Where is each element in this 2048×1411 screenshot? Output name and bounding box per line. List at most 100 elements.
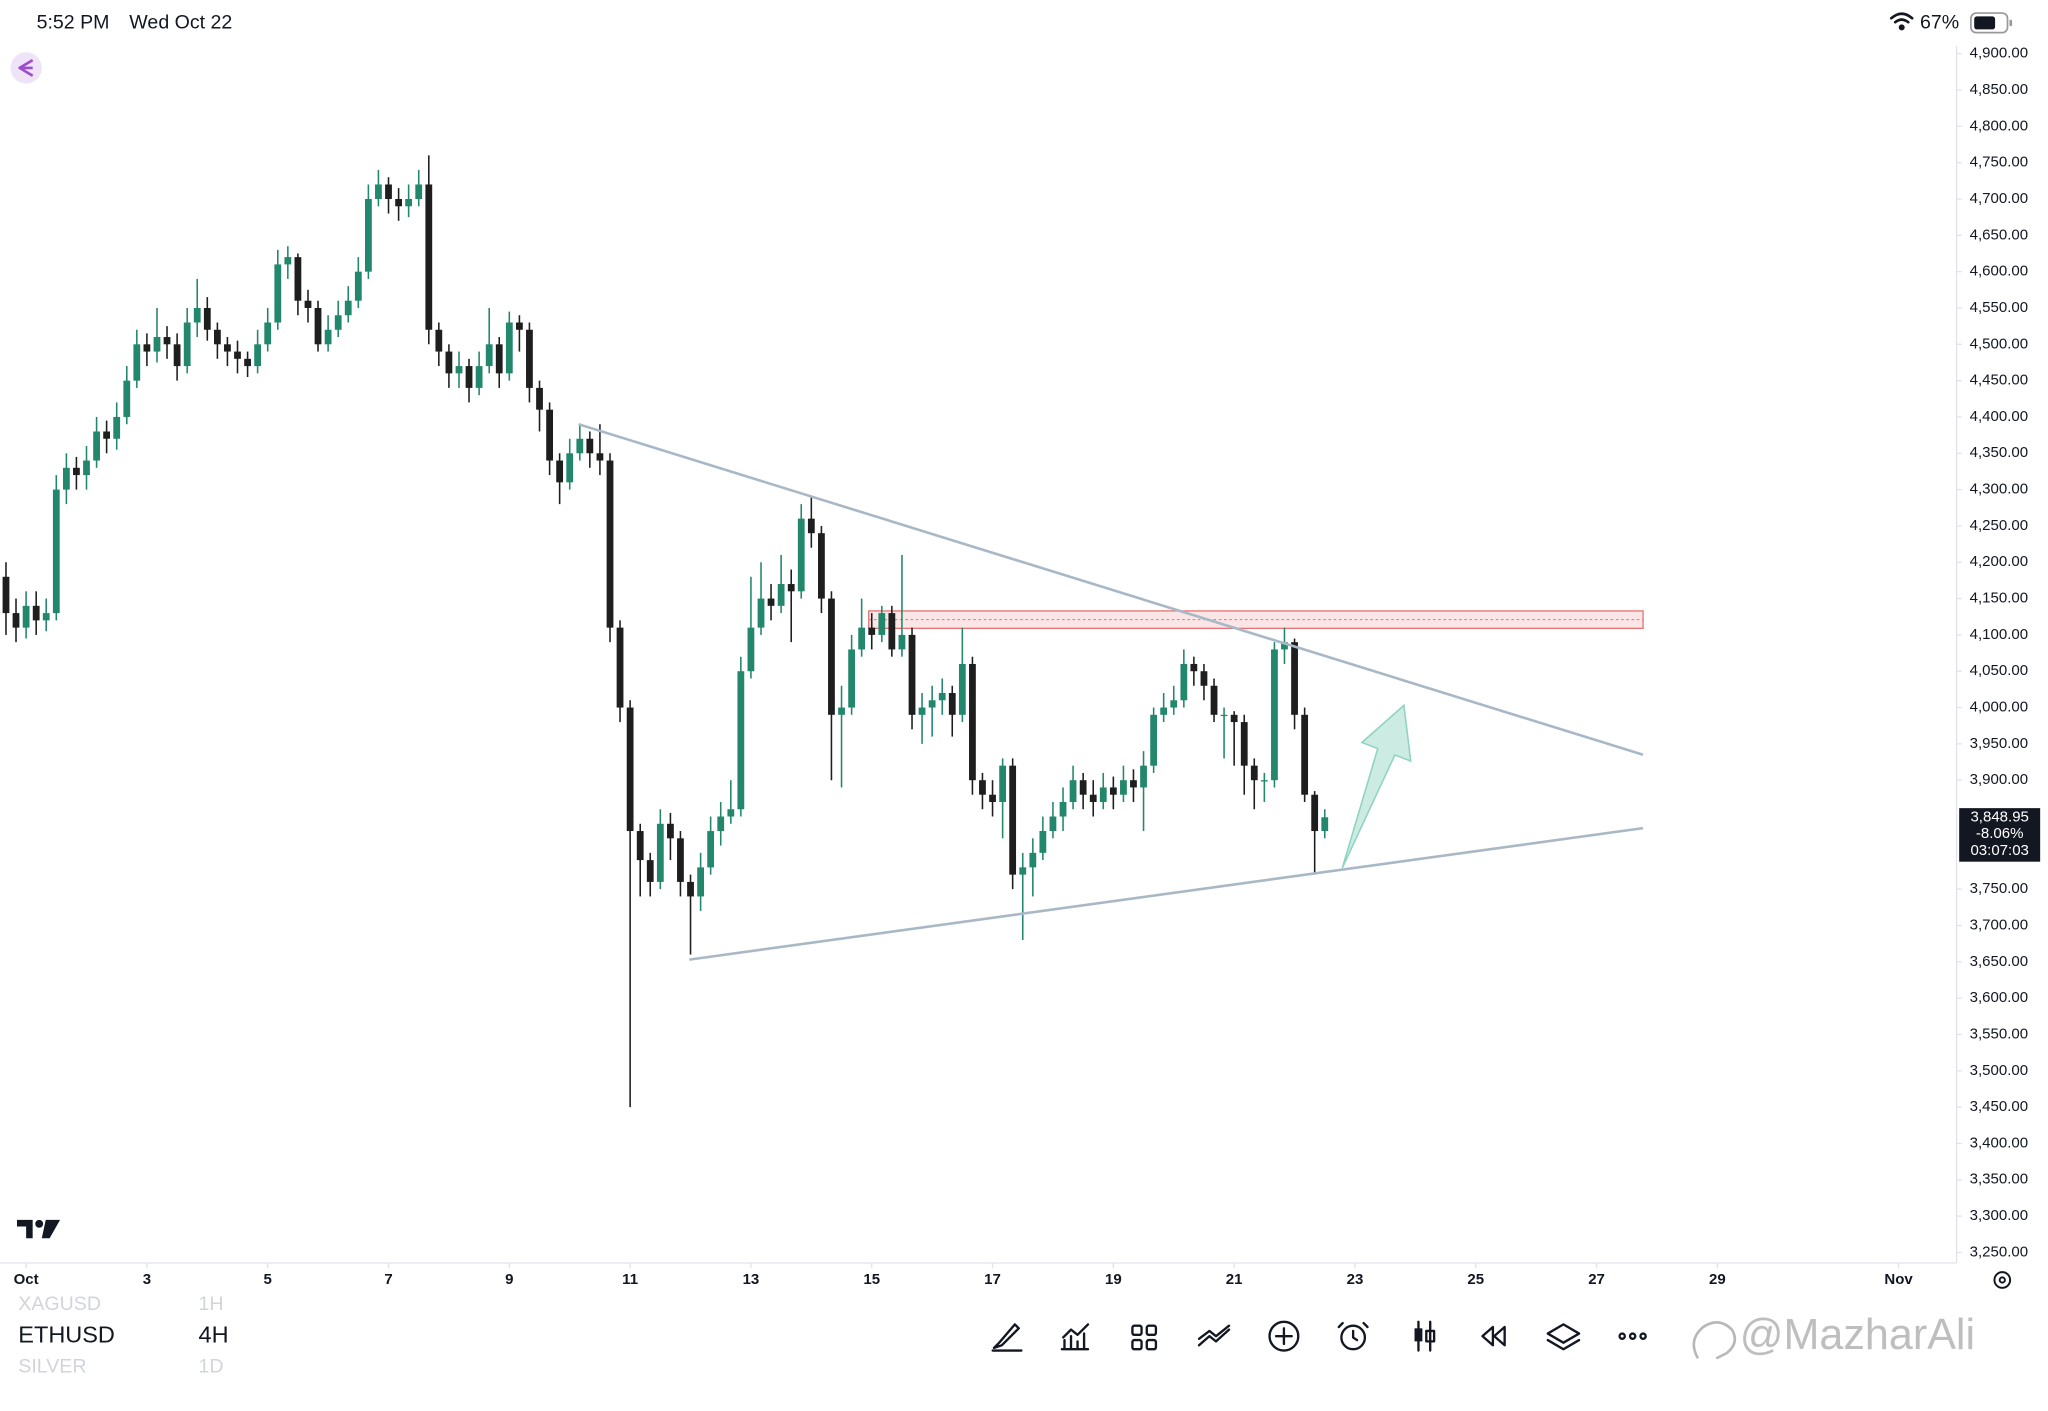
candle-body: [1180, 663, 1188, 701]
y-tick-label: 4,750.00: [1970, 154, 2028, 171]
candle-body: [697, 867, 705, 897]
x-tick-label: 9: [505, 1271, 513, 1288]
layouts-tool[interactable]: [1131, 1324, 1158, 1351]
candle-body: [324, 329, 332, 345]
status-time: 5:52 PM: [37, 12, 110, 34]
y-tick-label: 3,500.00: [1970, 1062, 2028, 1079]
compare-tool[interactable]: [1197, 1324, 1231, 1347]
candle-body: [1059, 801, 1067, 817]
candle-body: [757, 598, 765, 628]
candle-body: [495, 344, 503, 374]
y-tick-label: 4,300.00: [1970, 481, 2028, 498]
indicators-tool[interactable]: [1060, 1323, 1090, 1351]
candle-body: [1039, 831, 1047, 853]
candle-body: [465, 366, 473, 388]
x-tick-label: 21: [1226, 1271, 1243, 1288]
watchlist: XAGUSD 1H ETHUSD 4H SILVER 1D: [18, 1293, 228, 1378]
y-tick-label: 3,550.00: [1970, 1025, 2028, 1042]
y-tick-label: 4,600.00: [1970, 263, 2028, 280]
candle-body: [375, 184, 382, 200]
plot-area: [2, 155, 1644, 1108]
candle-body: [354, 271, 362, 301]
y-tick-label: 4,100.00: [1970, 626, 2028, 643]
watchlist-interval[interactable]: 1H: [199, 1293, 224, 1315]
candle-body: [1250, 765, 1258, 781]
candle-body: [435, 329, 443, 352]
candle-body: [12, 613, 20, 628]
watchlist-symbol[interactable]: XAGUSD: [18, 1293, 101, 1315]
replay-tool[interactable]: [1481, 1325, 1506, 1347]
candle-body: [938, 693, 946, 701]
x-tick-label: 13: [743, 1271, 760, 1288]
y-tick-label: 3,900.00: [1970, 771, 2028, 788]
candle-body: [687, 881, 694, 897]
draw-tool[interactable]: [991, 1323, 1023, 1352]
candle-body: [1019, 867, 1027, 875]
y-tick-label: 4,450.00: [1970, 372, 2028, 389]
candle-body: [526, 329, 533, 388]
y-tick-label: 4,500.00: [1970, 335, 2028, 352]
candle-body: [143, 344, 151, 352]
candle-body: [969, 663, 976, 781]
candle-body: [1150, 714, 1158, 766]
y-tick-label: 4,350.00: [1970, 444, 2028, 461]
candle-body: [918, 707, 926, 715]
candle-body: [234, 351, 241, 359]
candle-body: [183, 322, 191, 367]
candle-body: [566, 453, 574, 483]
x-tick-label: 25: [1467, 1271, 1484, 1288]
candle-body: [365, 199, 372, 272]
candle-body: [1190, 663, 1198, 672]
x-tick-label: 5: [264, 1271, 272, 1288]
settings-button[interactable]: [1993, 1271, 2012, 1289]
candle-body: [848, 649, 856, 708]
watchlist-interval[interactable]: 1D: [199, 1356, 224, 1378]
candle-body: [948, 693, 956, 715]
candle-body: [1049, 816, 1057, 832]
share-button[interactable]: [10, 52, 42, 84]
candle-body: [606, 460, 614, 628]
candle-body: [636, 831, 644, 861]
more-tool[interactable]: [1618, 1332, 1647, 1340]
candle-body: [1240, 722, 1248, 766]
candle-body: [616, 627, 624, 708]
watchlist-interval[interactable]: 4H: [199, 1321, 229, 1347]
candle-body: [83, 460, 90, 476]
add-tool[interactable]: [1268, 1320, 1300, 1352]
y-tick-label: 4,150.00: [1970, 590, 2028, 607]
candle-body: [254, 344, 262, 367]
candle-body: [807, 518, 815, 534]
wifi-icon: [1889, 12, 1914, 31]
candle-body: [656, 823, 664, 882]
candle-body: [395, 199, 402, 207]
layers-tool[interactable]: [1546, 1323, 1581, 1351]
candle-body: [1109, 787, 1117, 795]
watchlist-symbol[interactable]: ETHUSD: [18, 1321, 115, 1347]
y-tick-label: 4,250.00: [1970, 517, 2028, 534]
bar-countdown-label: 03:07:03: [1970, 842, 2028, 859]
watchlist-symbol[interactable]: SILVER: [18, 1356, 86, 1378]
watermark-logo: [1692, 1321, 1737, 1360]
alert-tool[interactable]: [1337, 1321, 1369, 1351]
candle-body: [737, 671, 745, 810]
candle-body: [979, 780, 986, 795]
tradingview-logo: [16, 1219, 61, 1239]
x-tick-label: 15: [863, 1271, 880, 1288]
candle-body: [455, 366, 463, 374]
candle-body: [516, 322, 523, 330]
candle-body: [294, 257, 302, 301]
chart-type-tool[interactable]: [1414, 1320, 1436, 1352]
candle-body: [767, 598, 775, 606]
y-tick-label: 4,850.00: [1970, 81, 2028, 98]
candle-body: [828, 598, 835, 715]
candle-body: [1230, 714, 1238, 723]
battery-icon: [1970, 12, 2013, 34]
candle-body: [264, 322, 272, 345]
x-tick-label: 27: [1588, 1271, 1605, 1288]
candle-body: [334, 315, 342, 330]
candle-body: [898, 634, 906, 650]
candle-body: [244, 358, 251, 367]
candle-body: [717, 816, 725, 832]
last-price-label: 3,848.95: [1970, 808, 2028, 825]
candle-body: [646, 860, 654, 882]
